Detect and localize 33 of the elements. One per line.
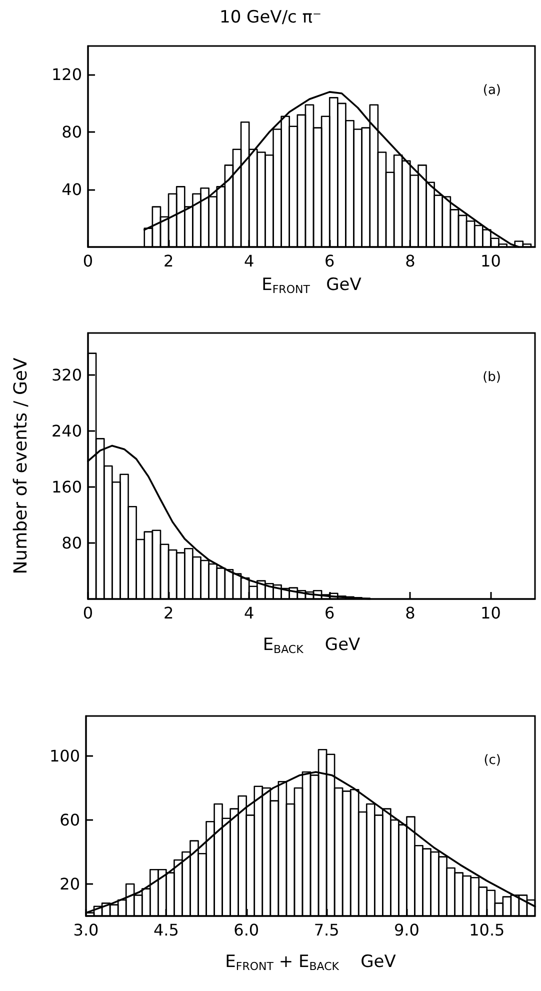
x-tick-label: 4.5	[153, 920, 179, 940]
y-tick-label: 60	[60, 810, 80, 830]
x-tick-label: 7.5	[314, 920, 340, 940]
y-tick-label: 240	[51, 422, 82, 440]
annotation: (b)	[482, 370, 502, 385]
x-tick-label: 10	[480, 604, 501, 622]
annotation: (a)	[482, 83, 502, 98]
x-tick-label: 6.0	[234, 920, 260, 940]
x-tick-label: 2	[163, 252, 174, 270]
x-tick-label: 9.0	[394, 920, 420, 940]
x-tick-label: 2	[163, 604, 174, 622]
x-tick-label: 4	[244, 252, 254, 270]
y-tick-label: 80	[62, 122, 82, 142]
x-tick-label: 6	[324, 604, 335, 622]
x-tick-label: 4	[244, 604, 254, 622]
x-tick-label: 8	[405, 604, 416, 622]
y-tick-label: 100	[49, 746, 80, 766]
x-tick-label: 6	[324, 252, 335, 270]
x-tick-label: 0	[82, 252, 94, 270]
x-tick-label: 10.5	[469, 920, 505, 940]
x-tick-label: 8	[405, 252, 416, 270]
x-tick-label: 10	[480, 252, 501, 270]
chart-title: 10 GeV/c π⁻	[220, 8, 322, 28]
y-tick-label: 320	[51, 366, 82, 384]
y-tick-label: 80	[62, 534, 82, 552]
y-axis-title: Number of events / GeV	[10, 357, 32, 574]
annotation: (c)	[484, 753, 502, 768]
y-tick-label: 20	[60, 874, 80, 894]
y-tick-label: 160	[51, 478, 82, 496]
x-tick-label: 0	[82, 604, 94, 622]
y-tick-label: 120	[51, 65, 82, 84]
x-tick-label: 3.0	[73, 920, 99, 940]
y-tick-label: 40	[62, 180, 82, 200]
